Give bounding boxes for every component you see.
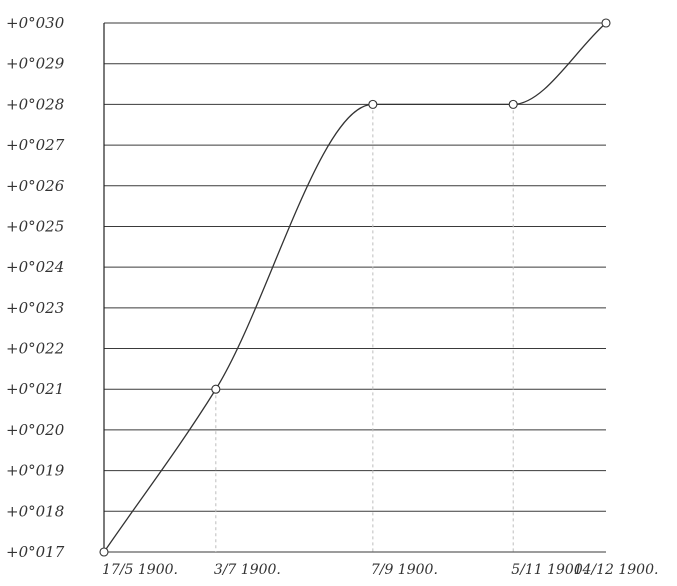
x-tick-label: 7/9 1900. bbox=[371, 562, 438, 578]
x-tick-label: 17/5 1900. bbox=[102, 562, 178, 578]
y-tick-label: +0°026 bbox=[6, 177, 65, 195]
series-layer bbox=[103, 22, 607, 553]
y-tick-label: +0°020 bbox=[6, 421, 65, 439]
data-point bbox=[368, 99, 378, 109]
y-tick-label: +0°027 bbox=[6, 136, 65, 154]
grid-layer bbox=[104, 22, 606, 553]
data-point bbox=[211, 384, 221, 394]
x-tick-label: 5/11 1900. bbox=[511, 562, 587, 578]
y-tick-label: +0°024 bbox=[6, 258, 64, 276]
y-tick-label: +0°018 bbox=[6, 502, 64, 520]
series-line bbox=[103, 22, 607, 553]
data-point bbox=[601, 18, 611, 28]
data-point bbox=[508, 99, 518, 109]
vertical-guides bbox=[215, 110, 514, 552]
y-tick-label: +0°028 bbox=[6, 95, 64, 113]
y-tick-label: +0°021 bbox=[6, 380, 64, 398]
y-tick-label: +0°022 bbox=[6, 340, 64, 358]
y-tick-label: +0°030 bbox=[6, 14, 65, 32]
y-tick-labels: +0°017 +0°018 +0°019 +0°020 +0°021 +0°022 +0°0… bbox=[6, 14, 65, 561]
y-tick-label: +0°025 bbox=[6, 217, 64, 235]
x-tick-label: 14/12 1900. bbox=[574, 562, 659, 578]
x-tick-label: 3/7 1900. bbox=[214, 562, 281, 578]
y-tick-label: +0°017 bbox=[6, 543, 65, 561]
data-point bbox=[99, 547, 109, 557]
y-tick-label: +0°023 bbox=[6, 299, 64, 317]
x-tick-labels: 17/5 1900. 3/7 1900. 7/9 1900. 5/11 1900.14… bbox=[102, 562, 658, 578]
points-layer bbox=[99, 18, 611, 557]
y-tick-label: +0°019 bbox=[6, 462, 65, 480]
y-tick-label: +0°029 bbox=[6, 55, 65, 73]
